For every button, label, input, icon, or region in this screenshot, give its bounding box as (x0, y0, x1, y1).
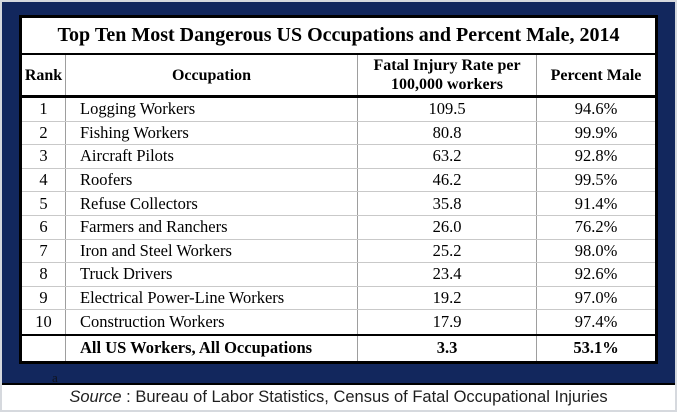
percent-cell: 76.2% (574, 217, 618, 237)
summary-row: All US Workers, All Occupations 3.3 53.1… (22, 333, 655, 361)
percent-cell: 97.0% (574, 288, 618, 308)
rank-cell: 6 (22, 215, 66, 239)
summary-occupation-cell: All US Workers, All Occupations (66, 335, 358, 361)
table-row: 4 Roofers 46.2 99.5% (22, 168, 655, 193)
occupation-cell: Truck Drivers (66, 263, 358, 286)
header-fatal-injury-rate-text: Fatal Injury Rate per 100,000 workers (373, 57, 521, 93)
percent-cell: 99.5% (574, 170, 618, 190)
rank-cell: 10 (22, 310, 66, 334)
summary-percent-cell: 53.1% (573, 338, 619, 358)
percent-cell: 94.6% (574, 99, 618, 119)
rate-cell: 17.9 (358, 310, 537, 334)
table-row: 1 Logging Workers 109.5 94.6% (22, 98, 655, 122)
rank-cell: 8 (22, 263, 66, 286)
rank-cell: 4 (22, 168, 66, 192)
percent-cell: 99.9% (574, 122, 618, 142)
rate-cell: 19.2 (358, 286, 537, 310)
occupation-cell: Construction Workers (66, 310, 358, 334)
rate-cell: 25.2 (358, 239, 537, 263)
rate-cell: 35.8 (358, 192, 537, 215)
table-row: 3 Aircraft Pilots 63.2 92.8% (22, 145, 655, 169)
occupation-cell: Farmers and Ranchers (66, 215, 358, 239)
table-row: 8 Truck Drivers 23.4 92.6% (22, 263, 655, 287)
table-frame: Top Ten Most Dangerous US Occupations an… (2, 2, 675, 385)
table-row: 2 Fishing Workers 80.8 99.9% (22, 121, 655, 146)
percent-cell: 97.4% (574, 312, 618, 332)
rank-cell: 5 (22, 192, 66, 215)
table-row: 6 Farmers and Ranchers 26.0 76.2% (22, 215, 655, 240)
summary-rank-cell (22, 335, 66, 361)
rate-cell: 23.4 (358, 263, 537, 286)
rank-cell: 3 (22, 145, 66, 168)
table-row: 5 Refuse Collectors 35.8 91.4% (22, 192, 655, 216)
percent-cell: 92.6% (574, 264, 618, 284)
occupations-table: Top Ten Most Dangerous US Occupations an… (19, 15, 658, 364)
table-header-row: Rank Occupation Fatal Injury Rate per 10… (22, 55, 655, 98)
occupation-cell: Refuse Collectors (66, 192, 358, 215)
percent-cell: 98.0% (574, 240, 618, 260)
header-occupation: Occupation (66, 55, 358, 95)
source-note: Source : Bureau of Labor Statistics, Cen… (2, 385, 675, 410)
table-row: 7 Iron and Steel Workers 25.2 98.0% (22, 239, 655, 264)
occupation-cell: Fishing Workers (66, 121, 358, 145)
header-percent-male: Percent Male (550, 66, 642, 84)
occupation-cell: Aircraft Pilots (66, 145, 358, 168)
occupation-cell: Roofers (66, 168, 358, 192)
header-rank: Rank (22, 55, 66, 95)
source-label: Source (69, 388, 122, 406)
percent-cell: 92.8% (574, 146, 618, 166)
occupation-cell: Electrical Power-Line Workers (66, 286, 358, 310)
divider-line (2, 383, 675, 385)
rate-cell: 63.2 (358, 145, 537, 168)
rate-cell: 109.5 (358, 98, 537, 121)
rate-cell: 80.8 (358, 121, 537, 145)
rank-cell: 1 (22, 98, 66, 121)
footnote-marker: a (52, 370, 58, 385)
rank-cell: 7 (22, 239, 66, 263)
source-text: : Bureau of Labor Statistics, Census of … (121, 388, 608, 406)
rank-cell: 2 (22, 121, 66, 145)
table-row: 10 Construction Workers 17.9 97.4% (22, 310, 655, 334)
occupation-cell: Iron and Steel Workers (66, 239, 358, 263)
table-row: 9 Electrical Power-Line Workers 19.2 97.0% (22, 286, 655, 311)
rate-cell: 46.2 (358, 168, 537, 192)
rank-cell: 9 (22, 286, 66, 310)
summary-rate-cell: 3.3 (358, 335, 537, 361)
rate-cell: 26.0 (358, 215, 537, 239)
table-title: Top Ten Most Dangerous US Occupations an… (22, 18, 655, 55)
percent-cell: 91.4% (574, 193, 618, 213)
header-fatal-injury-rate: Fatal Injury Rate per 100,000 workers (358, 55, 537, 95)
table-rows: 1 Logging Workers 109.5 94.6% 2 Fishing Worke… (22, 98, 655, 334)
occupation-cell: Logging Workers (66, 98, 358, 121)
